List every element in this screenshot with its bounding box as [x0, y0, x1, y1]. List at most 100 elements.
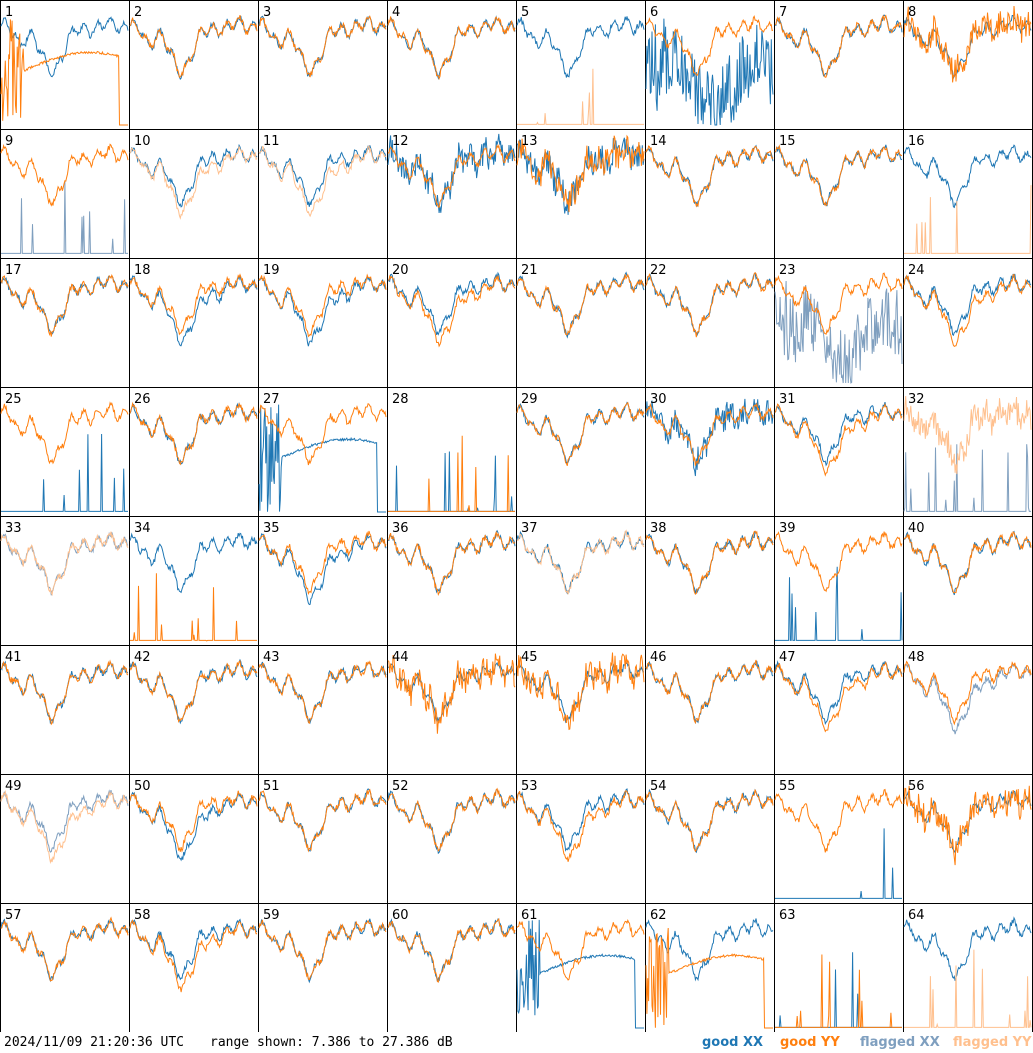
series-yy-good — [516, 918, 645, 981]
series-xx-good — [774, 14, 903, 77]
series-xx-good — [258, 404, 386, 513]
panel-9: 9 — [0, 129, 130, 259]
panel-54: 54 — [645, 774, 775, 904]
legend-good-yy: good YY — [780, 1035, 840, 1050]
panel-53: 53 — [516, 774, 646, 904]
series-xx-good — [903, 144, 1032, 209]
series-yy-good — [129, 273, 258, 336]
panel-14: 14 — [645, 129, 775, 259]
panel-2: 2 — [129, 0, 259, 130]
panel-42: 42 — [129, 645, 259, 775]
panel-52: 52 — [387, 774, 517, 904]
panel-label: 11 — [263, 134, 280, 149]
panel-55: 55 — [774, 774, 904, 904]
series-yy-good — [774, 788, 903, 853]
panel-label: 36 — [392, 521, 409, 536]
series-yy-flagged — [516, 529, 645, 595]
panel-label: 48 — [908, 650, 925, 665]
series-yy-good — [516, 134, 645, 213]
panel-1: 1 — [0, 0, 130, 130]
panel-5: 5 — [516, 0, 646, 130]
panel-19: 19 — [258, 258, 388, 388]
series-xx-good — [1, 433, 128, 513]
series-xx-good — [258, 15, 387, 78]
series-xx-good — [129, 790, 258, 862]
series-xx-good — [645, 660, 774, 724]
panel-label: 8 — [908, 5, 916, 20]
series-xx-flagged — [0, 789, 129, 853]
panel-16: 16 — [903, 129, 1033, 259]
series-yy-good — [130, 573, 257, 642]
panel-50: 50 — [129, 774, 259, 904]
panel-label: 41 — [5, 650, 22, 665]
series-yy-good — [258, 660, 387, 725]
panel-31: 31 — [774, 387, 904, 517]
series-yy-flagged — [517, 68, 644, 125]
panel-label: 61 — [521, 908, 538, 923]
series-xx-good — [258, 918, 387, 984]
panel-label: 9 — [5, 134, 13, 149]
series-yy-good — [129, 14, 258, 78]
series-xx-good — [387, 133, 516, 213]
panel-label: 16 — [908, 134, 925, 149]
panel-label: 60 — [392, 908, 409, 923]
series-yy-good — [0, 401, 129, 465]
panel-label: 19 — [263, 263, 280, 278]
panel-40: 40 — [903, 516, 1033, 646]
panel-62: 62 — [645, 903, 775, 1032]
panel-label: 4 — [392, 5, 400, 20]
series-yy-good — [645, 530, 774, 595]
series-xx-good — [0, 275, 129, 335]
panel-41: 41 — [0, 645, 130, 775]
series-xx-good — [129, 274, 258, 347]
panel-label: 40 — [908, 521, 925, 536]
series-yy-good — [258, 402, 387, 466]
panel-32: 32 — [903, 387, 1033, 517]
panel-60: 60 — [387, 903, 517, 1032]
series-xx-good — [645, 398, 774, 477]
series-yy-flagged — [0, 789, 129, 865]
series-xx-good — [258, 533, 387, 606]
series-yy-good — [903, 785, 1032, 866]
series-yy-good — [0, 916, 129, 982]
legend-flagged-xx: flagged XX — [860, 1035, 940, 1050]
panel-61: 61 — [516, 903, 646, 1032]
series-xx-good — [645, 530, 774, 595]
panel-label: 17 — [5, 263, 22, 278]
series-yy-good — [903, 531, 1032, 594]
series-xx-good — [387, 918, 516, 982]
series-yy-good — [774, 14, 903, 78]
series-yy-good — [129, 790, 258, 853]
series-xx-good — [645, 144, 774, 207]
series-xx-good — [0, 660, 128, 724]
panel-label: 24 — [908, 263, 925, 278]
series-yy-flagged — [903, 395, 1032, 475]
series-yy-good — [387, 274, 516, 348]
series-xx-flagged — [1, 181, 128, 254]
panel-64: 64 — [903, 903, 1033, 1032]
panel-label: 45 — [521, 650, 538, 665]
series-xx-good — [129, 658, 258, 725]
series-yy-good — [129, 401, 258, 466]
panel-label: 54 — [650, 779, 667, 794]
panel-46: 46 — [645, 645, 775, 775]
panel-8: 8 — [903, 0, 1033, 130]
series-yy-good — [516, 273, 645, 336]
panel-label: 5 — [521, 5, 529, 20]
series-xx-good — [516, 16, 645, 78]
panel-49: 49 — [0, 774, 130, 904]
series-yy-good — [645, 271, 774, 338]
panel-21: 21 — [516, 258, 646, 388]
panel-51: 51 — [258, 774, 388, 904]
panel-label: 27 — [263, 392, 280, 407]
timestamp: 2024/11/09 21:20:36 UTC — [4, 1035, 185, 1050]
panel-11: 11 — [258, 129, 388, 259]
series-xx-good — [774, 144, 903, 207]
panel-label: 55 — [779, 779, 796, 794]
series-yy-flagged — [904, 949, 1032, 1028]
series-yy-good — [645, 15, 774, 77]
series-yy-good — [258, 530, 387, 595]
series-yy-good — [903, 660, 1032, 726]
panel-33: 33 — [0, 516, 130, 646]
